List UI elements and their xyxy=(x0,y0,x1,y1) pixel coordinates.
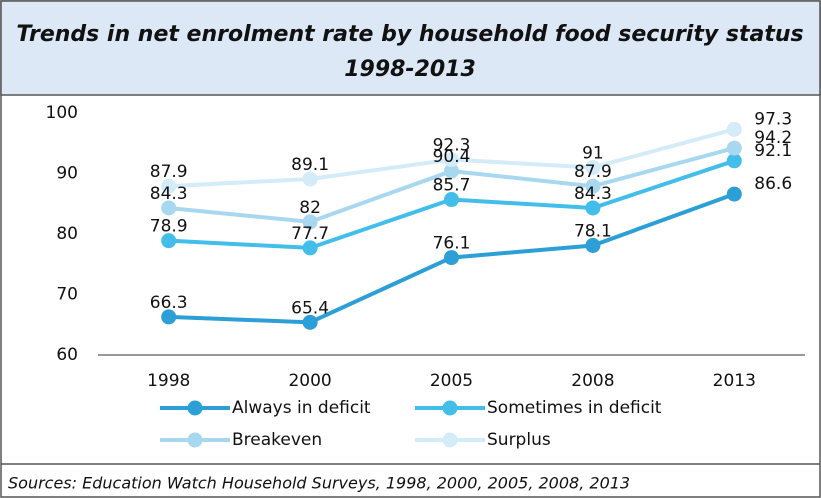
data-label: 92.3 xyxy=(433,136,471,156)
data-point xyxy=(585,237,601,253)
legend-label: Sometimes in deficit xyxy=(487,398,662,418)
data-label: 65.4 xyxy=(291,298,329,318)
data-label: 91 xyxy=(582,143,604,163)
data-point xyxy=(302,171,318,187)
data-label: 78.1 xyxy=(574,221,612,241)
data-point xyxy=(302,240,318,256)
y-tick-label: 90 xyxy=(56,164,78,184)
data-label: 84.3 xyxy=(150,184,188,204)
y-tick-label: 100 xyxy=(46,103,78,123)
data-point xyxy=(444,152,459,168)
legend-marker xyxy=(442,432,458,448)
x-tick-label: 2005 xyxy=(430,371,473,391)
x-tick-label: 2000 xyxy=(288,371,331,391)
x-tick-label: 2013 xyxy=(713,371,756,391)
x-tick-label: 1998 xyxy=(147,371,190,391)
data-point xyxy=(161,233,177,249)
data-label: 90.4 xyxy=(433,147,471,167)
data-point xyxy=(726,121,742,137)
data-point xyxy=(161,309,177,325)
data-label: 87.9 xyxy=(574,162,612,182)
data-label: 76.1 xyxy=(433,234,471,254)
legend-label: Surplus xyxy=(487,430,551,450)
data-point xyxy=(161,178,177,194)
y-tick-label: 70 xyxy=(56,285,78,305)
data-point xyxy=(726,186,742,202)
data-point xyxy=(585,159,601,175)
data-point xyxy=(302,314,318,330)
data-label: 85.7 xyxy=(433,176,471,196)
data-label: 94.2 xyxy=(754,128,792,148)
data-label: 86.6 xyxy=(754,174,792,194)
data-point xyxy=(726,140,742,156)
data-label: 78.9 xyxy=(150,217,188,237)
title-banner xyxy=(0,0,821,96)
data-label: 92.1 xyxy=(754,141,792,161)
x-tick-label: 2008 xyxy=(571,371,614,391)
chart-subtitle: 1998-2013 xyxy=(344,57,476,82)
legend-label: Breakeven xyxy=(232,430,322,450)
data-label: 82 xyxy=(299,198,321,218)
chart-title: Trends in net enrolment rate by househol… xyxy=(16,22,803,47)
data-label: 66.3 xyxy=(150,293,188,313)
data-point xyxy=(444,163,459,179)
source-note: Sources: Education Watch Household Surve… xyxy=(8,474,630,493)
data-label: 89.1 xyxy=(291,155,329,175)
data-label: 87.9 xyxy=(150,162,188,182)
legend-marker xyxy=(187,432,203,448)
legend-marker xyxy=(442,400,458,416)
data-point xyxy=(302,214,318,230)
data-point xyxy=(585,200,601,216)
data-point xyxy=(161,200,177,216)
data-point xyxy=(444,250,459,266)
data-point xyxy=(585,178,601,194)
data-label: 77.7 xyxy=(291,224,329,244)
y-tick-label: 60 xyxy=(56,345,78,365)
y-tick-label: 80 xyxy=(56,224,78,244)
legend-label: Always in deficit xyxy=(232,398,371,418)
data-point xyxy=(444,192,459,208)
legend-marker xyxy=(187,400,203,416)
data-label: 97.3 xyxy=(754,109,792,129)
data-point xyxy=(726,153,742,169)
data-label: 84.3 xyxy=(574,184,612,204)
